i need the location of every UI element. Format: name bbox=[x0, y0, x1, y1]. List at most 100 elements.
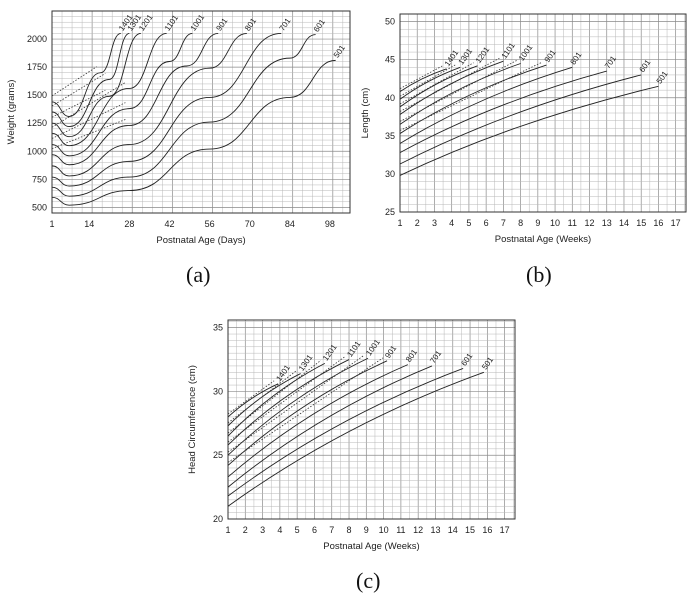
curve-label: 1301 bbox=[297, 353, 315, 373]
y-tick-label: 1500 bbox=[27, 90, 47, 100]
caption-a: (a) bbox=[186, 262, 211, 287]
x-tick-label: 17 bbox=[500, 525, 510, 535]
series-line-1401 bbox=[399, 68, 447, 93]
reference-dotted-line bbox=[227, 356, 346, 443]
y-tick-label: 25 bbox=[213, 450, 223, 460]
series-line-1001 bbox=[51, 32, 193, 157]
x-tick-label: 16 bbox=[653, 218, 663, 228]
series-line-701 bbox=[399, 70, 607, 153]
series-line-501 bbox=[399, 85, 659, 176]
series-line-1301 bbox=[51, 32, 130, 128]
y-tick-label: 1250 bbox=[27, 118, 47, 128]
curve-label: 701 bbox=[428, 349, 443, 366]
curve-label: 501 bbox=[480, 355, 495, 372]
x-tick-label: 98 bbox=[325, 219, 335, 229]
x-tick-label: 5 bbox=[466, 218, 471, 228]
reference-dotted-line bbox=[51, 89, 106, 118]
x-tick-label: 7 bbox=[501, 218, 506, 228]
reference-dotted-line bbox=[399, 57, 500, 112]
reference-dotted-line bbox=[399, 63, 457, 97]
series-line-1201 bbox=[399, 65, 478, 108]
series-line-1201 bbox=[51, 32, 141, 138]
reference-dotted-line bbox=[227, 380, 275, 415]
x-tick-label: 42 bbox=[164, 219, 174, 229]
curve-label: 1101 bbox=[345, 339, 363, 359]
y-axis-label: Length (cm) bbox=[360, 88, 371, 139]
x-tick-label: 2 bbox=[415, 218, 420, 228]
x-tick-label: 14 bbox=[84, 219, 94, 229]
x-tick-label: 1 bbox=[49, 219, 54, 229]
x-tick-label: 14 bbox=[448, 525, 458, 535]
x-tick-label: 3 bbox=[260, 525, 265, 535]
series-line-801 bbox=[399, 66, 573, 144]
x-tick-label: 17 bbox=[671, 218, 681, 228]
reference-dotted-line bbox=[51, 82, 126, 128]
x-tick-label: 28 bbox=[124, 219, 134, 229]
y-tick-label: 50 bbox=[385, 17, 395, 27]
series-line-1201 bbox=[227, 362, 326, 437]
x-tick-label: 4 bbox=[449, 218, 454, 228]
series-line-501 bbox=[51, 59, 336, 206]
y-axis-label: Weight (grams) bbox=[6, 80, 17, 145]
y-tick-label: 750 bbox=[32, 174, 47, 184]
x-axis-label: Postnatal Age (Weeks) bbox=[495, 234, 591, 245]
reference-dotted-line bbox=[51, 73, 106, 107]
x-tick-label: 4 bbox=[277, 525, 282, 535]
series-line-1101 bbox=[399, 60, 504, 115]
x-tick-label: 12 bbox=[413, 525, 423, 535]
series-line-901 bbox=[399, 64, 547, 134]
x-tick-label: 16 bbox=[482, 525, 492, 535]
series-line-601 bbox=[51, 34, 316, 197]
reference-dotted-line bbox=[227, 357, 384, 463]
plot-frame bbox=[399, 13, 687, 213]
x-tick-label: 70 bbox=[245, 219, 255, 229]
x-tick-label: 13 bbox=[430, 525, 440, 535]
x-tick-label: 12 bbox=[585, 218, 595, 228]
y-tick-label: 25 bbox=[385, 207, 395, 217]
x-tick-label: 8 bbox=[347, 525, 352, 535]
series-line-1301 bbox=[227, 373, 301, 427]
plot-frame bbox=[227, 319, 516, 520]
reference-dotted-line bbox=[51, 102, 126, 139]
y-tick-label: 30 bbox=[385, 169, 395, 179]
series-line-601 bbox=[399, 74, 642, 165]
x-tick-label: 13 bbox=[602, 218, 612, 228]
y-axis-label: Head Circumference (cm) bbox=[187, 365, 198, 474]
caption-b: (b) bbox=[526, 262, 552, 287]
y-tick-label: 1750 bbox=[27, 62, 47, 72]
y-tick-label: 20 bbox=[213, 514, 223, 524]
x-tick-label: 11 bbox=[568, 218, 577, 228]
y-tick-label: 35 bbox=[385, 131, 395, 141]
x-tick-label: 9 bbox=[364, 525, 369, 535]
x-tick-label: 2 bbox=[243, 525, 248, 535]
reference-dotted-line bbox=[51, 66, 97, 97]
series-line-701 bbox=[227, 365, 433, 488]
x-tick-label: 9 bbox=[535, 218, 540, 228]
x-tick-label: 1 bbox=[225, 525, 230, 535]
grid bbox=[51, 10, 350, 214]
caption-c: (c) bbox=[356, 568, 381, 593]
series-line-701 bbox=[51, 32, 282, 187]
x-tick-label: 7 bbox=[329, 525, 334, 535]
series-line-501 bbox=[227, 371, 485, 507]
x-tick-label: 6 bbox=[484, 218, 489, 228]
x-tick-label: 8 bbox=[518, 218, 523, 228]
x-tick-label: 5 bbox=[295, 525, 300, 535]
reference-dotted-line bbox=[227, 360, 322, 434]
series-line-1101 bbox=[51, 32, 167, 147]
x-tick-label: 56 bbox=[205, 219, 215, 229]
x-axis-label: Postnatal Age (Weeks) bbox=[323, 541, 419, 552]
y-tick-label: 2000 bbox=[27, 34, 47, 44]
series-line-1301 bbox=[399, 66, 461, 100]
x-axis-label: Postnatal Age (Days) bbox=[156, 235, 245, 246]
x-tick-label: 11 bbox=[396, 525, 405, 535]
series-line-901 bbox=[51, 32, 219, 166]
series-line-1001 bbox=[399, 63, 521, 125]
series-line-901 bbox=[227, 360, 388, 466]
x-tick-label: 10 bbox=[550, 218, 560, 228]
series-line-1401 bbox=[227, 383, 279, 418]
y-tick-label: 500 bbox=[32, 202, 47, 212]
x-tick-label: 15 bbox=[636, 218, 646, 228]
